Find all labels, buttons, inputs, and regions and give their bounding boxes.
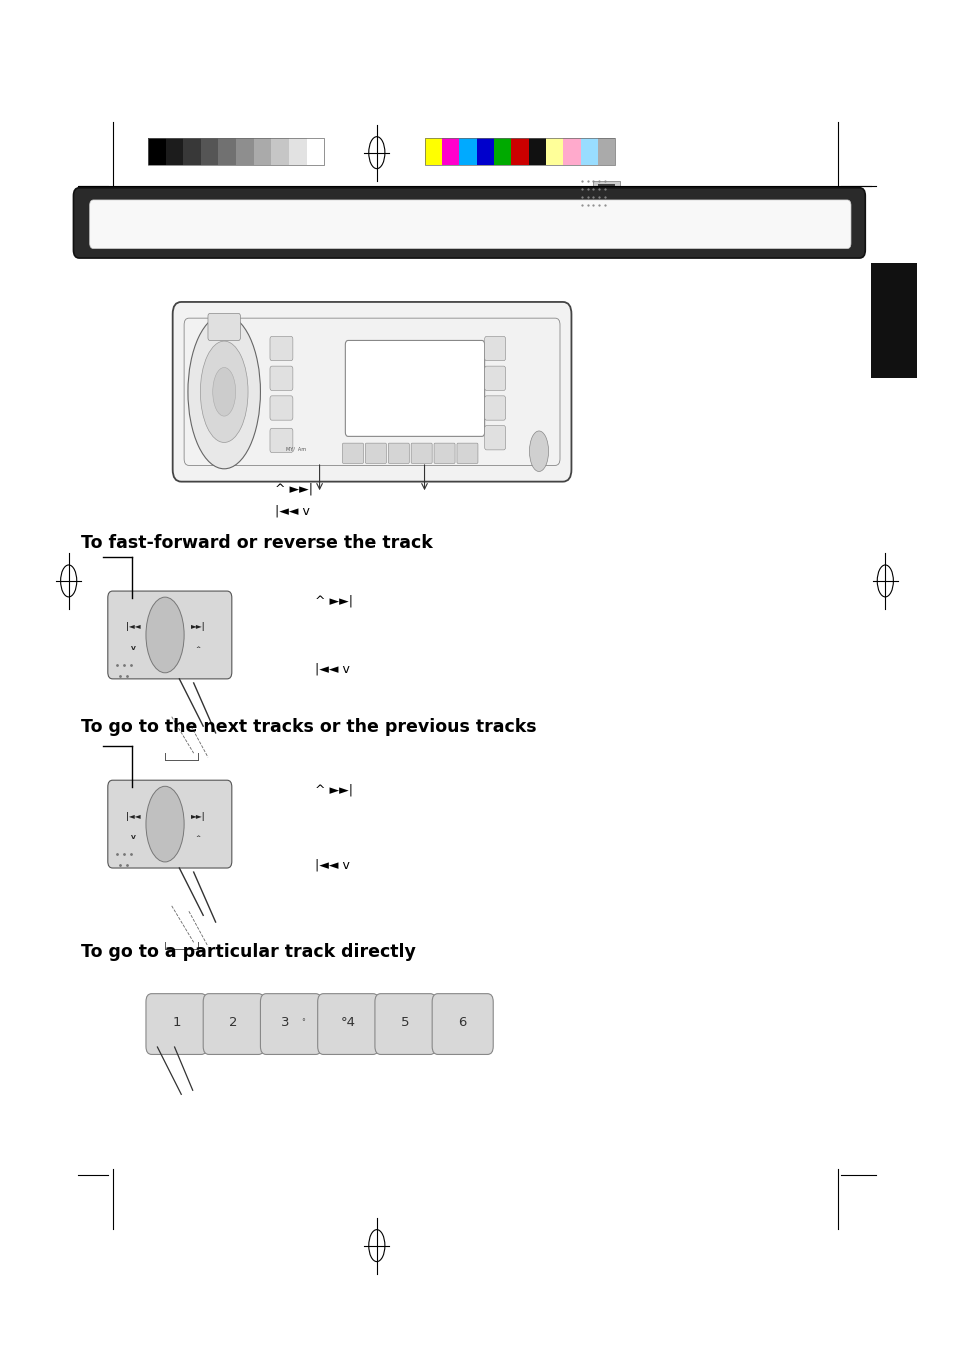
Bar [562, 138, 580, 165]
Text: |◄◄ v: |◄◄ v [314, 662, 350, 676]
FancyBboxPatch shape [108, 592, 232, 678]
Text: MY/  Am: MY/ Am [285, 446, 306, 451]
Bar [236, 138, 253, 165]
FancyBboxPatch shape [593, 181, 619, 222]
FancyBboxPatch shape [365, 443, 386, 463]
Bar [271, 138, 289, 165]
Text: °4: °4 [340, 1016, 355, 1029]
Bar [494, 138, 511, 165]
Ellipse shape [200, 342, 248, 443]
FancyBboxPatch shape [484, 396, 505, 420]
FancyBboxPatch shape [270, 428, 293, 453]
Bar [528, 138, 545, 165]
FancyBboxPatch shape [146, 994, 207, 1054]
Text: 1: 1 [172, 1016, 180, 1029]
Bar [289, 138, 306, 165]
Bar [424, 138, 441, 165]
Text: ►►|: ►►| [191, 623, 206, 631]
Text: 2: 2 [230, 1016, 237, 1029]
Bar [183, 138, 200, 165]
FancyBboxPatch shape [434, 443, 455, 463]
FancyBboxPatch shape [90, 200, 850, 249]
FancyBboxPatch shape [388, 443, 409, 463]
Bar [511, 138, 528, 165]
FancyBboxPatch shape [484, 336, 505, 361]
Ellipse shape [529, 431, 548, 471]
Text: ^ ►►|: ^ ►►| [274, 482, 313, 496]
Bar [200, 138, 218, 165]
Text: ^: ^ [195, 835, 201, 840]
Ellipse shape [213, 367, 235, 416]
Bar [166, 138, 183, 165]
Bar [870, 263, 916, 378]
Text: ►►|: ►►| [191, 812, 206, 820]
Text: °: ° [301, 1019, 305, 1027]
FancyBboxPatch shape [73, 188, 864, 258]
Ellipse shape [146, 597, 184, 673]
FancyBboxPatch shape [172, 303, 571, 482]
Text: 5: 5 [401, 1016, 409, 1029]
Text: V: V [131, 646, 136, 651]
FancyBboxPatch shape [208, 313, 240, 340]
Text: 6: 6 [458, 1016, 466, 1029]
FancyBboxPatch shape [432, 994, 493, 1054]
Bar [441, 138, 458, 165]
Bar [598, 184, 615, 197]
Text: 3: 3 [281, 1016, 289, 1029]
Bar [458, 138, 476, 165]
FancyBboxPatch shape [270, 336, 293, 361]
FancyBboxPatch shape [375, 994, 436, 1054]
FancyBboxPatch shape [484, 366, 505, 390]
Text: To go to a particular track directly: To go to a particular track directly [81, 943, 416, 962]
Bar [306, 138, 324, 165]
Bar [253, 138, 272, 165]
Bar [424, 138, 615, 165]
FancyBboxPatch shape [345, 340, 484, 436]
FancyBboxPatch shape [260, 994, 321, 1054]
Bar [218, 138, 235, 165]
Ellipse shape [146, 786, 184, 862]
Text: |◄◄ v: |◄◄ v [274, 504, 310, 517]
Bar [148, 138, 165, 165]
Bar [476, 138, 494, 165]
Text: |◄◄ v: |◄◄ v [314, 858, 350, 871]
Text: |◄◄: |◄◄ [126, 812, 141, 820]
Bar [598, 138, 615, 165]
Text: ^ ►►|: ^ ►►| [314, 594, 353, 608]
FancyBboxPatch shape [342, 443, 363, 463]
FancyBboxPatch shape [203, 994, 264, 1054]
FancyBboxPatch shape [317, 994, 378, 1054]
FancyBboxPatch shape [484, 426, 505, 450]
FancyBboxPatch shape [270, 366, 293, 390]
Text: To go to the next tracks or the previous tracks: To go to the next tracks or the previous… [81, 717, 537, 736]
Text: |◄◄: |◄◄ [126, 623, 141, 631]
Bar [148, 138, 324, 165]
FancyBboxPatch shape [108, 781, 232, 869]
Text: To fast-forward or reverse the track: To fast-forward or reverse the track [81, 534, 433, 553]
Bar [598, 203, 615, 219]
Text: ^ ►►|: ^ ►►| [314, 784, 353, 797]
FancyBboxPatch shape [411, 443, 432, 463]
Bar [545, 138, 562, 165]
Text: ^: ^ [195, 646, 201, 651]
Bar [580, 138, 598, 165]
FancyBboxPatch shape [270, 396, 293, 420]
Text: V: V [131, 835, 136, 840]
FancyBboxPatch shape [456, 443, 477, 463]
Ellipse shape [188, 315, 260, 469]
